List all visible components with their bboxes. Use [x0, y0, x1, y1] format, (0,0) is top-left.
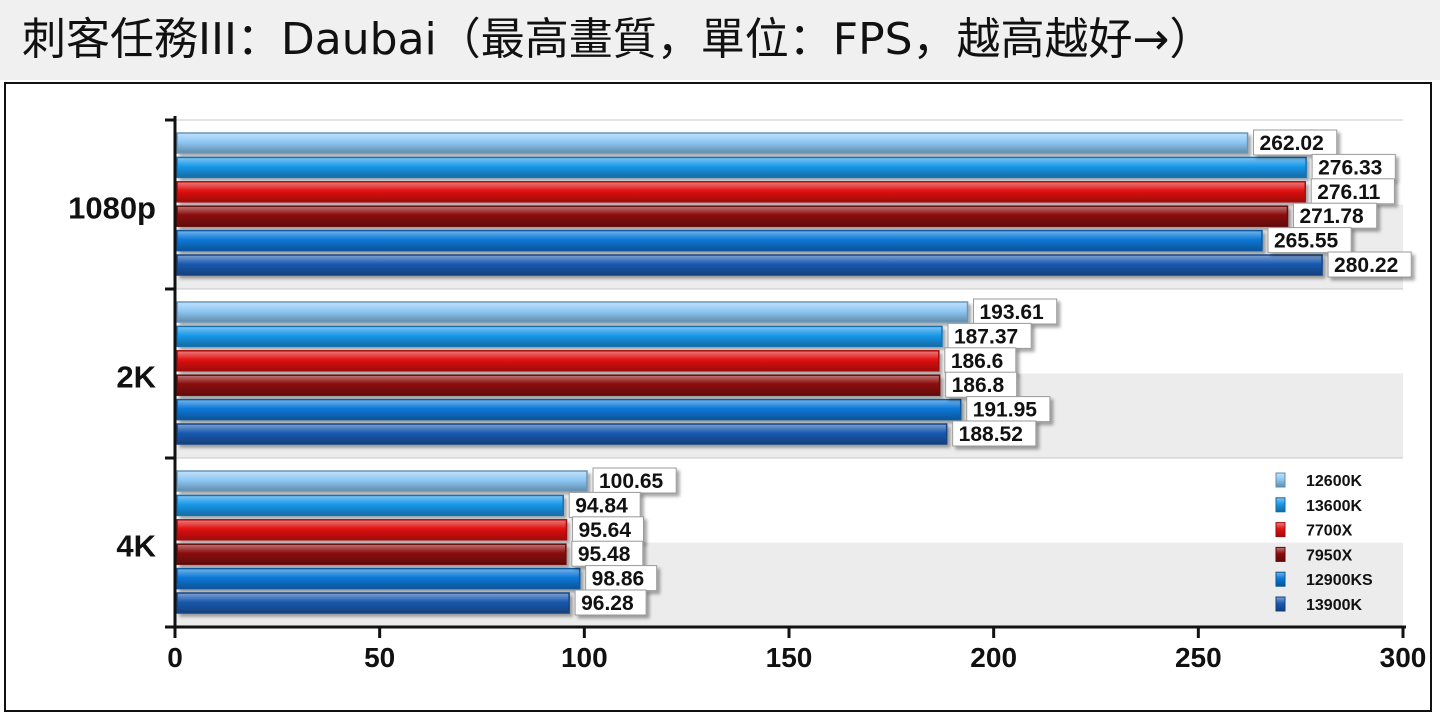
chart-frame: 262.02 276.33 276.11 271.78 265.55 280.22 193.… [4, 82, 1432, 712]
bar-12900KS-2K [176, 398, 962, 421]
data-label: 276.11 [1317, 181, 1380, 204]
legend-swatch-13600K [1275, 497, 1286, 513]
bar-13600K-2K [176, 325, 943, 348]
bar-13900K-1080p [176, 254, 1323, 276]
data-label: 191.95 [973, 399, 1038, 422]
bar-13600K-1080p [176, 156, 1307, 179]
data-label-box [571, 516, 644, 543]
bar-12600K-4K [176, 470, 588, 492]
data-label: 276.33 [1318, 156, 1382, 179]
x-tick-label: 200 [970, 642, 1017, 673]
data-label-box [1267, 227, 1352, 254]
data-label-box [568, 491, 641, 518]
bar-13900K-4K [176, 592, 570, 614]
bar-7700X-1080p [176, 181, 1306, 203]
y-tick-label: 1080p [68, 191, 156, 226]
data-label-box [571, 540, 644, 567]
y-tick-label: 4K [116, 529, 156, 564]
bar-13600K-4K [176, 494, 564, 517]
legend-swatch-13900K [1275, 596, 1286, 612]
data-label-box [1327, 251, 1412, 278]
bar-7700X-4K [176, 519, 568, 541]
title-bar: 刺客任務III：Daubai（最高畫質，單位：FPS，越高越好→） [0, 0, 1440, 80]
data-label: 280.22 [1334, 254, 1398, 277]
data-label: 98.86 [592, 568, 645, 591]
x-tick-label: 100 [561, 642, 608, 673]
bar-7950X-1080p [176, 205, 1289, 227]
data-label: 187.37 [954, 325, 1018, 348]
bar-7950X-2K [176, 374, 941, 396]
data-label: 186.6 [951, 350, 1004, 373]
legend-swatch-12600K [1275, 472, 1286, 488]
legend-label: 12600K [1306, 473, 1362, 490]
legend-swatch-7700X [1275, 522, 1286, 538]
data-label: 188.52 [959, 423, 1023, 446]
data-label-box [944, 347, 1017, 374]
x-tick-label: 300 [1380, 642, 1427, 673]
data-label-box [1310, 178, 1395, 205]
x-tick-label: 50 [364, 642, 395, 673]
data-label: 271.78 [1299, 205, 1364, 228]
legend-label: 7950X [1306, 547, 1353, 564]
data-label: 95.48 [578, 543, 631, 566]
bar-12600K-1080p [176, 132, 1249, 154]
y-tick-label: 2K [116, 360, 156, 395]
data-label: 262.02 [1260, 132, 1324, 155]
data-label-box [585, 565, 658, 592]
bar-12900KS-4K [176, 567, 581, 590]
data-label-box [947, 322, 1032, 349]
data-label-box [1253, 129, 1338, 156]
bar-12600K-2K [176, 301, 969, 323]
data-label: 94.84 [575, 494, 628, 517]
data-label-box [592, 467, 677, 494]
x-tick-label: 0 [167, 642, 183, 673]
legend-swatch-12900KS [1275, 571, 1286, 587]
data-label: 96.28 [581, 592, 634, 615]
bar-7700X-2K [176, 350, 940, 372]
bar-13900K-2K [176, 423, 948, 445]
chart-title: 刺客任務III：Daubai（最高畫質，單位：FPS，越高越好→） [22, 14, 1214, 65]
legend-label: 7700X [1306, 523, 1353, 540]
legend-label: 12900KS [1306, 572, 1373, 589]
legend-swatch-7950X [1275, 546, 1286, 562]
data-label: 186.8 [952, 374, 1005, 397]
bar-12900KS-1080p [176, 229, 1263, 252]
legend-label: 13600K [1306, 498, 1362, 515]
bar-7950X-4K [176, 543, 567, 565]
data-label-box [973, 298, 1058, 325]
x-tick-label: 250 [1175, 642, 1222, 673]
data-label: 193.61 [980, 301, 1045, 324]
data-label: 95.64 [578, 519, 631, 542]
legend-label: 13900K [1306, 597, 1362, 614]
data-label-box [966, 396, 1051, 423]
data-label: 100.65 [599, 470, 664, 493]
data-label-box [574, 589, 647, 616]
data-label: 265.55 [1274, 230, 1339, 253]
x-tick-label: 150 [766, 642, 813, 673]
data-label-box [952, 420, 1037, 447]
